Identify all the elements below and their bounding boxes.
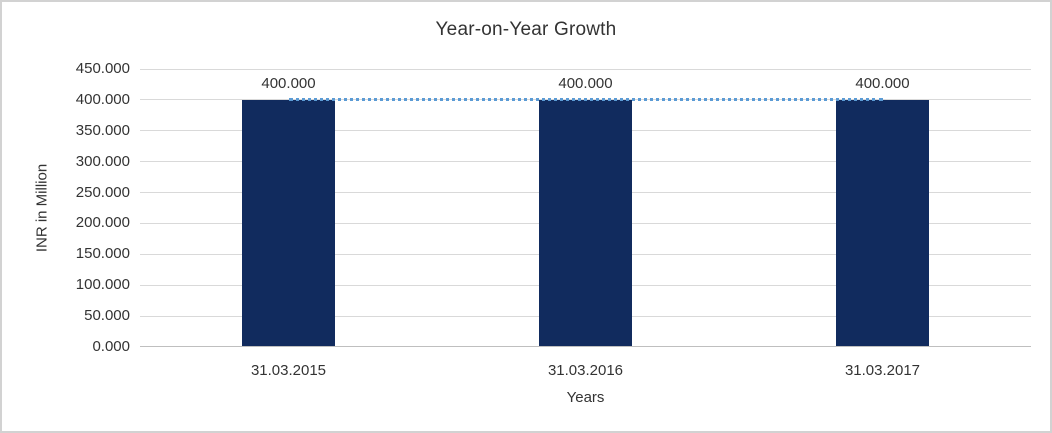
x-axis-tick-label: 31.03.2017 xyxy=(844,362,921,379)
bar xyxy=(539,99,632,346)
y-axis-tick-label: 450.000 xyxy=(75,60,130,77)
y-axis-tick-label: 200.000 xyxy=(75,214,130,232)
plot-area xyxy=(140,68,1031,347)
gridline xyxy=(140,68,1031,70)
bar xyxy=(836,99,929,346)
y-axis-tick-label: 250.000 xyxy=(75,183,130,201)
bar-data-label: 400.000 xyxy=(558,74,613,92)
y-axis-tick-label: 300.000 xyxy=(75,152,130,170)
y-axis-tick-label: 350.000 xyxy=(75,121,130,139)
y-axis-tick-label: 400.000 xyxy=(75,90,130,108)
bar xyxy=(242,99,335,346)
y-axis-tick-label: 100.000 xyxy=(75,276,130,294)
bar-data-label: 400.000 xyxy=(261,74,316,92)
chart-title: Year-on-Year Growth xyxy=(435,19,617,40)
y-axis-tick-label: 0.000 xyxy=(92,338,130,355)
y-axis-title-text: INR in Million xyxy=(33,163,51,253)
y-axis-tick-label: 50.000 xyxy=(84,307,130,325)
trend-line xyxy=(288,97,883,101)
x-axis-tick-label: 31.03.2015 xyxy=(250,362,327,379)
y-axis-tick-labels: 0.000 50.000 100.000 150.000 200.000 250.000 3… xyxy=(2,2,130,431)
x-axis-title: Years xyxy=(566,389,605,406)
bar-data-label: 400.000 xyxy=(855,74,910,92)
x-axis-line xyxy=(140,346,1031,347)
x-axis-tick-label: 31.03.2016 xyxy=(547,362,624,379)
y-axis-tick-label: 150.000 xyxy=(75,245,130,263)
